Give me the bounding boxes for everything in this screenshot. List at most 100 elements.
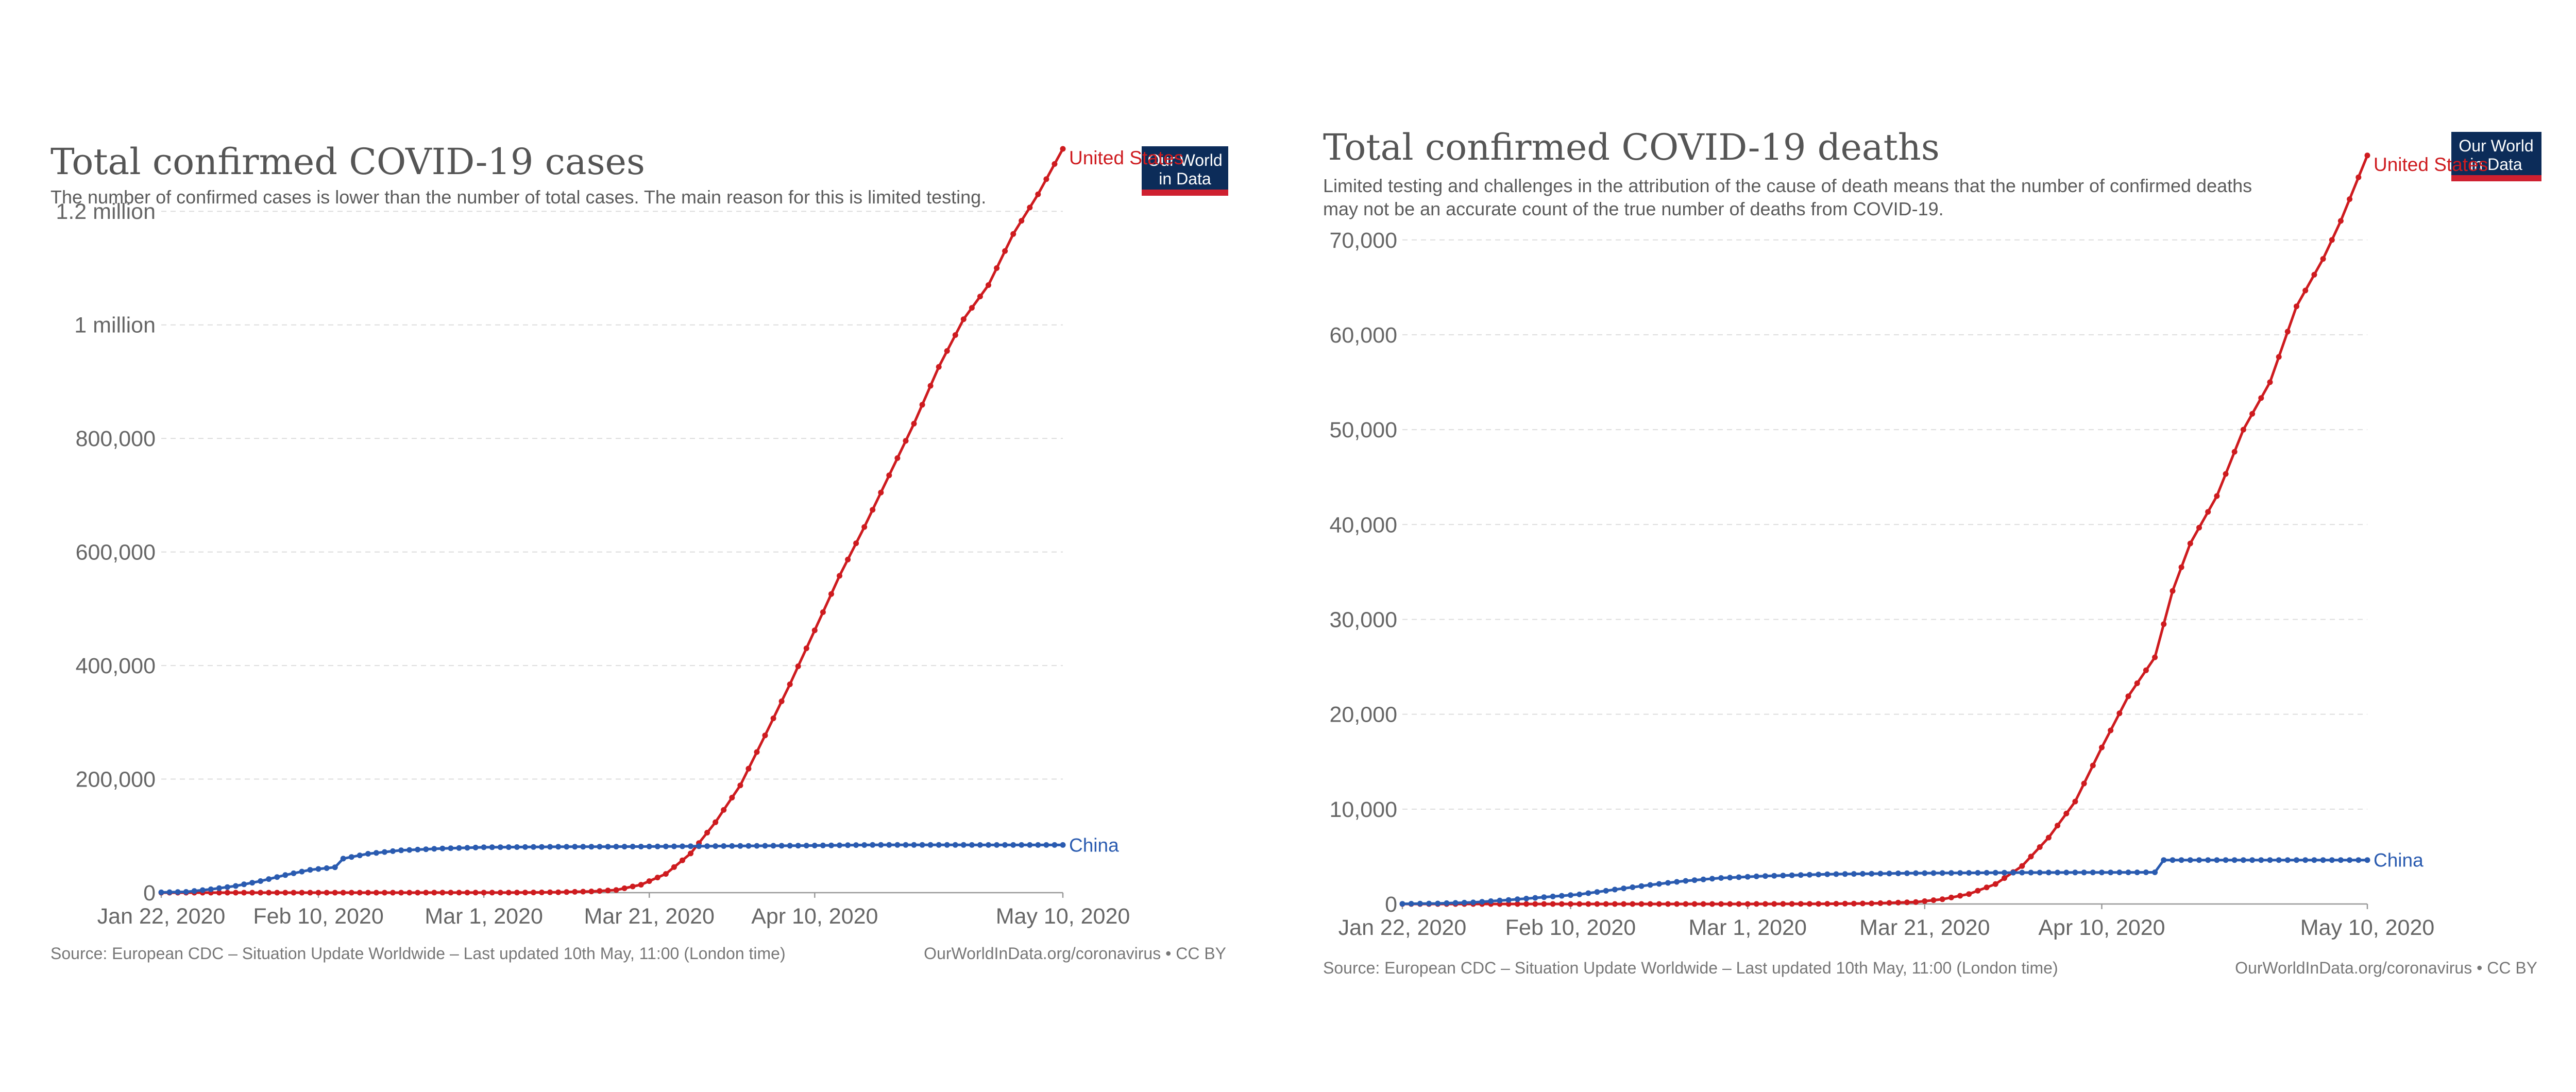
series-point-united-states [903,438,909,444]
series-point-united-states [2364,152,2370,159]
x-tick-labels: Jan 22, 2020 Feb 10, 2020 Mar 1, 2020 Mar 2… [97,893,1130,929]
series-point-china [1550,893,1556,899]
series-point-china [994,842,1000,848]
x-tick-labels: Jan 22, 2020 Feb 10, 2020 Mar 1, 2020 Mar 2… [1338,904,2434,940]
series-point-china [539,844,545,850]
series-point-china [1435,900,1441,907]
logo-line-2: in Data [1159,169,1211,188]
series-point-china [729,843,735,849]
series-point-china [2134,869,2140,876]
series-point-china [224,884,230,890]
series-point-china [2364,857,2370,863]
series-point-united-states [2045,834,2052,841]
series-point-china [357,852,363,859]
series-point-united-states [1966,891,1972,897]
x-tick-label: Apr 10, 2020 [751,904,878,929]
credit-link[interactable]: OurWorldInData.org/coronavirus • CC BY [2235,959,2537,977]
series-point-united-states [2152,654,2158,660]
series-point-china [2276,857,2282,863]
series-point-china [1992,869,1998,876]
x-tick-label: Feb 10, 2020 [253,904,383,929]
series-point-china [1577,891,1583,897]
series-point-united-states [1647,901,1653,907]
series-point-china [1913,870,1919,876]
series-point-china [2187,857,2193,863]
series-point-united-states [1558,901,1565,907]
series-point-china [969,842,975,848]
series-point-united-states [2240,426,2246,433]
y-tick-label: 70,000 [1329,228,1397,253]
series-point-china [340,856,346,862]
series-point-united-states [2196,524,2202,531]
series-point-united-states [497,890,503,896]
series-point-china [166,889,173,895]
series-point-united-states [580,889,586,895]
series-point-united-states [2223,471,2229,477]
series-point-china [936,842,942,848]
series-point-united-states [861,524,868,530]
series-point-china [415,846,421,852]
series-line-united-states [161,148,1064,894]
series-point-united-states [1904,899,1910,906]
series-point-china [282,872,289,878]
series-point-china [1930,870,1937,876]
series-point-china [597,844,603,850]
credit-link[interactable]: OurWorldInData.org/coronavirus • CC BY [924,944,1226,963]
series-point-china [1771,873,1777,879]
series-label-china: China [2374,850,2424,871]
series-point-china [903,842,909,848]
series-point-united-states [1753,901,1759,907]
series-point-china [1035,842,1041,848]
series-label-united-states: United States [1069,147,1183,168]
series-point-china [332,864,338,871]
series-point-china [2196,857,2202,863]
series-point-united-states [605,888,611,894]
series-point-china [505,844,512,850]
series-point-china [348,854,354,860]
y-tick-label: 10,000 [1329,797,1397,822]
series-point-united-states [1771,901,1777,907]
y-tick-label: 400,000 [76,654,156,678]
chart-subtitle: The number of confirmed cases is lower t… [50,186,986,208]
series-point-china [754,843,760,849]
series-point-china [2063,869,2070,876]
series-point-china [737,843,743,849]
series-point-united-states [969,305,975,311]
series-point-china [572,844,578,850]
series-point-china [1957,870,1963,876]
series-point-china [2090,869,2096,876]
series-point-china [1744,874,1751,880]
series-point-china [1798,872,1804,878]
series-point-united-states [1736,901,1742,907]
series-point-united-states [233,890,239,896]
series-point-china [1869,871,1875,877]
series-point-united-states [2134,680,2140,686]
series-point-united-states [721,807,727,813]
series-point-china [522,844,528,850]
series-point-china [2072,869,2078,876]
x-tick-label: Jan 22, 2020 [1338,915,1467,940]
series-point-united-states [1709,901,1715,907]
series-point-china [464,845,470,851]
y-tick-label: 1 million [74,313,156,338]
series-point-china [1736,874,1742,880]
series-point-china [1984,869,1990,876]
series-point-china [398,847,404,854]
series-point-united-states [340,890,346,896]
x-tick-label: Mar 21, 2020 [1859,915,1990,940]
series-point-united-states [2284,329,2291,335]
series-point-united-states [1550,901,1556,907]
series-point-china [249,880,256,886]
series-point-china [1043,842,1049,848]
series-point-united-states [2099,744,2105,750]
series-point-united-states [994,265,1000,271]
series-point-united-states [2002,875,2007,881]
series-point-china [828,842,834,848]
series-point-united-states [1691,901,1698,907]
x-tick-label: Feb 10, 2020 [1505,915,1636,940]
series-point-china [307,867,313,873]
series-point-china [1638,883,1645,889]
y-tick-labels: 0 10,000 20,000 30,000 40,000 50,000 60,000 70,… [1329,228,1397,917]
series-point-china [315,866,321,872]
series-point-china [1895,871,1901,876]
